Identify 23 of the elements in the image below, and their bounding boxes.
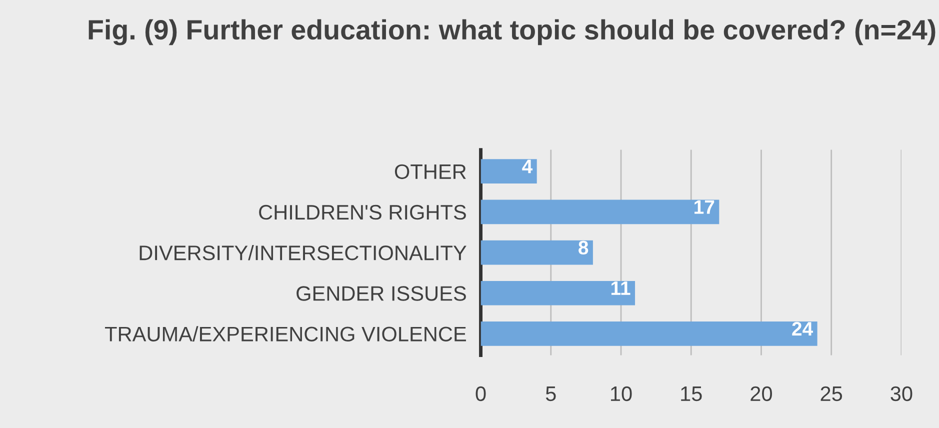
data-label: 24 bbox=[792, 322, 813, 336]
y-tick-label: DIVERSITY/INTERSECTIONALITY bbox=[140, 244, 466, 260]
x-tick-label: 20 bbox=[750, 386, 772, 402]
bar bbox=[480, 200, 720, 224]
data-label: 8 bbox=[578, 240, 588, 254]
chart-title: Fig. (9) Further education: what topic should be covered? (n=24) bbox=[88, 19, 936, 46]
y-tick-label: GENDER ISSUES bbox=[296, 286, 466, 301]
y-tick-label: CHILDREN'S RIGHTS bbox=[259, 204, 466, 220]
x-tick-label: 0 bbox=[476, 386, 486, 402]
y-tick-label: OTHER bbox=[394, 164, 466, 180]
x-tick-label: 30 bbox=[890, 386, 912, 402]
bar bbox=[480, 240, 593, 265]
y-tick-label: TRAUMA/EXPERIENCING VIOLENCE bbox=[105, 326, 466, 342]
data-label: 11 bbox=[611, 282, 630, 295]
bar bbox=[480, 159, 537, 184]
data-label: 4 bbox=[522, 160, 533, 174]
x-tick-label: 25 bbox=[820, 386, 842, 402]
bar bbox=[480, 322, 818, 346]
x-tick-label: 5 bbox=[546, 386, 556, 402]
data-label: 17 bbox=[694, 200, 714, 214]
x-tick-label: 15 bbox=[681, 386, 702, 402]
x-tick-label: 10 bbox=[610, 386, 632, 402]
bar bbox=[480, 280, 636, 306]
